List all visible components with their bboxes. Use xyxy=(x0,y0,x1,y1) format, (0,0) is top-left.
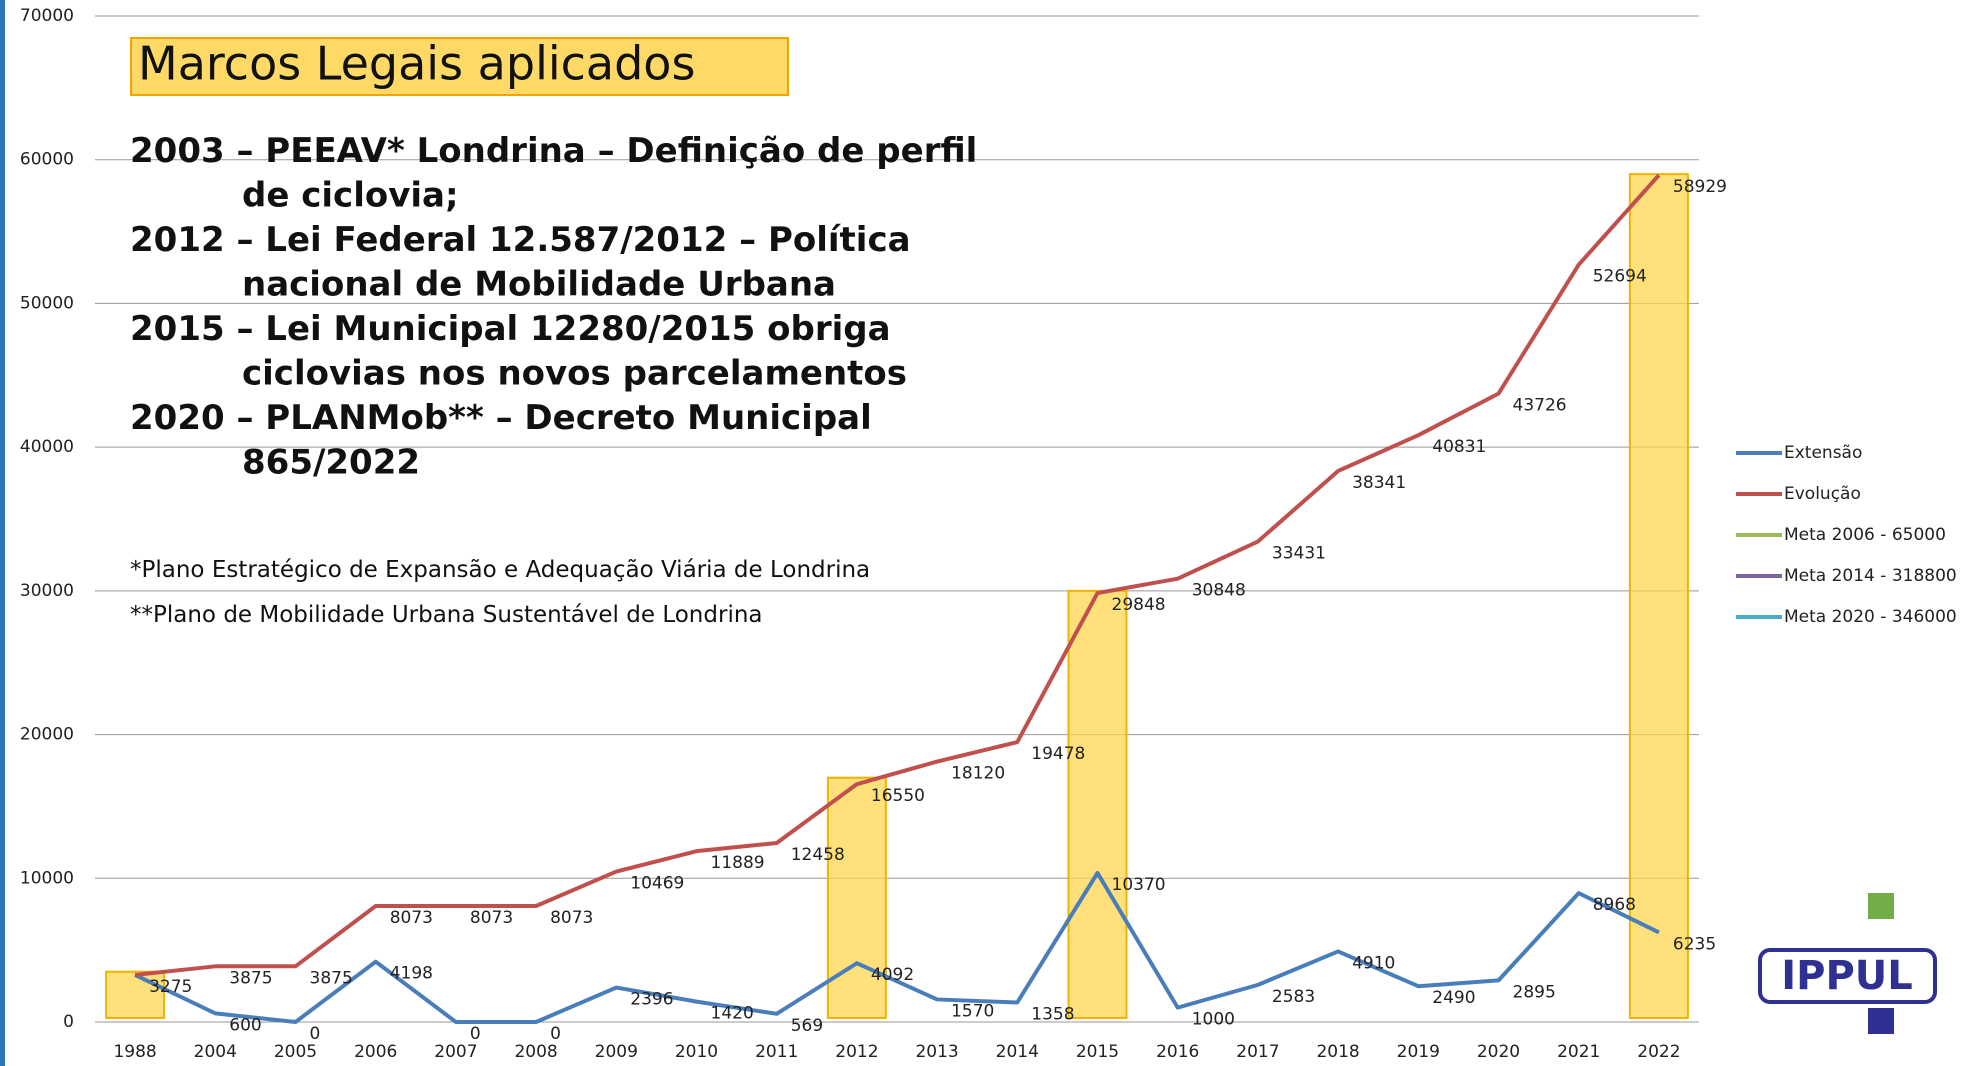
data-label: 38341 xyxy=(1352,473,1406,493)
data-label: 33431 xyxy=(1272,544,1326,564)
x-tick-label: 2007 xyxy=(434,1042,477,1062)
data-label: 4092 xyxy=(871,965,914,985)
footnote: *Plano Estratégico de Expansão e Adequaç… xyxy=(130,557,870,583)
data-label: 29848 xyxy=(1112,595,1166,615)
x-tick-label: 2021 xyxy=(1557,1042,1600,1062)
data-label: 2895 xyxy=(1513,982,1556,1002)
data-label: 3875 xyxy=(310,968,353,988)
x-tick-label: 2019 xyxy=(1397,1042,1440,1062)
x-tick-label: 2020 xyxy=(1477,1042,1520,1062)
data-label: 16550 xyxy=(871,786,925,806)
data-label: 12458 xyxy=(791,845,845,865)
series-line xyxy=(134,173,1661,977)
chart-title: Marcos Legais aplicados xyxy=(138,37,695,91)
x-tick-label: 2012 xyxy=(835,1042,878,1062)
x-tick-label: 1988 xyxy=(113,1042,156,1062)
note-line: 865/2022 xyxy=(242,443,420,483)
note-line: 2015 – Lei Municipal 12280/2015 obriga xyxy=(130,309,891,349)
x-tick-label: 2005 xyxy=(274,1042,317,1062)
data-label: 43726 xyxy=(1513,396,1567,416)
y-tick-label: 20000 xyxy=(20,725,74,745)
note-line: ciclovias nos novos parcelamentos xyxy=(242,354,907,394)
legend-label: Meta 2006 - 65000 xyxy=(1784,525,1946,545)
logo-frame xyxy=(1758,948,1937,1004)
data-label: 11889 xyxy=(711,853,765,873)
logo: IPPUL xyxy=(1758,893,1937,1034)
highlight-box xyxy=(826,776,887,1020)
data-label: 8073 xyxy=(390,908,433,928)
legend-label: Evolução xyxy=(1784,484,1861,504)
logo-square xyxy=(1868,1008,1894,1034)
x-tick-label: 2014 xyxy=(996,1042,1039,1062)
y-tick-label: 60000 xyxy=(20,150,74,170)
data-label: 3275 xyxy=(149,977,192,997)
data-label: 6235 xyxy=(1673,934,1716,954)
highlight-box xyxy=(1067,589,1128,1019)
data-label: 40831 xyxy=(1432,437,1486,457)
data-label: 1000 xyxy=(1192,1010,1235,1030)
data-label: 1358 xyxy=(1031,1004,1074,1024)
y-tick-label: 40000 xyxy=(20,437,74,457)
y-tick-label: 50000 xyxy=(20,293,74,313)
data-label: 1420 xyxy=(711,1004,754,1024)
data-label: 8073 xyxy=(550,908,593,928)
logo-square xyxy=(1868,893,1894,919)
legend-label: Meta 2014 - 318800 xyxy=(1784,566,1957,586)
y-tick-label: 30000 xyxy=(20,581,74,601)
notes: 2003 – PEEAV* Londrina – Definição de pe… xyxy=(130,131,977,628)
x-tick-label: 2011 xyxy=(755,1042,798,1062)
note-line: de ciclovia; xyxy=(242,176,459,216)
data-label: 1570 xyxy=(951,1001,994,1021)
highlight-box xyxy=(105,970,166,1020)
data-label: 8073 xyxy=(470,908,513,928)
data-label: 569 xyxy=(791,1016,823,1036)
data-label: 4198 xyxy=(390,964,433,984)
data-label: 2490 xyxy=(1432,988,1475,1008)
title-box xyxy=(130,37,789,96)
note-line: 2020 – PLANMob** – Decreto Municipal xyxy=(130,398,872,438)
legend-label: Extensão xyxy=(1784,443,1862,463)
x-tick-label: 2015 xyxy=(1076,1042,1119,1062)
y-tick-label: 70000 xyxy=(20,6,74,26)
footnote: **Plano de Mobilidade Urbana Sustentável… xyxy=(130,602,763,628)
y-tick-label: 10000 xyxy=(20,868,74,888)
left-stripe xyxy=(0,0,5,1066)
plot: 0100002000030000400005000060000700001988… xyxy=(20,6,1957,1062)
x-tick-label: 2018 xyxy=(1316,1042,1359,1062)
y-tick-label: 0 xyxy=(63,1012,74,1032)
x-tick-label: 2009 xyxy=(595,1042,638,1062)
legend-label: Meta 2020 - 346000 xyxy=(1784,607,1957,627)
x-tick-label: 2010 xyxy=(675,1042,718,1062)
x-tick-label: 2017 xyxy=(1236,1042,1279,1062)
data-label: 600 xyxy=(229,1015,261,1035)
x-tick-label: 2022 xyxy=(1637,1042,1680,1062)
data-label: 3875 xyxy=(229,968,272,988)
note-line: 2003 – PEEAV* Londrina – Definição de pe… xyxy=(130,131,977,171)
data-label: 10469 xyxy=(630,874,684,894)
series-line xyxy=(134,870,1660,1024)
x-tick-label: 2006 xyxy=(354,1042,397,1062)
x-tick-label: 2013 xyxy=(915,1042,958,1062)
data-label: 0 xyxy=(550,1024,561,1044)
logo-text: IPPUL xyxy=(1781,953,1912,999)
highlight-box xyxy=(1628,173,1689,1020)
data-label: 58929 xyxy=(1673,177,1727,197)
data-label: 0 xyxy=(310,1024,321,1044)
data-label: 2396 xyxy=(630,990,673,1010)
data-label: 10370 xyxy=(1112,875,1166,895)
data-label: 8968 xyxy=(1593,895,1636,915)
data-label: 0 xyxy=(470,1024,481,1044)
data-label: 2583 xyxy=(1272,987,1315,1007)
x-tick-label: 2004 xyxy=(194,1042,237,1062)
data-label: 52694 xyxy=(1593,267,1647,287)
x-tick-label: 2008 xyxy=(514,1042,557,1062)
x-tick-label: 2016 xyxy=(1156,1042,1199,1062)
data-label: 19478 xyxy=(1031,744,1085,764)
data-label: 30848 xyxy=(1192,581,1246,601)
note-line: 2012 – Lei Federal 12.587/2012 – Polític… xyxy=(130,220,911,260)
note-line: nacional de Mobilidade Urbana xyxy=(242,265,836,305)
data-label: 18120 xyxy=(951,764,1005,784)
data-label: 4910 xyxy=(1352,953,1395,973)
